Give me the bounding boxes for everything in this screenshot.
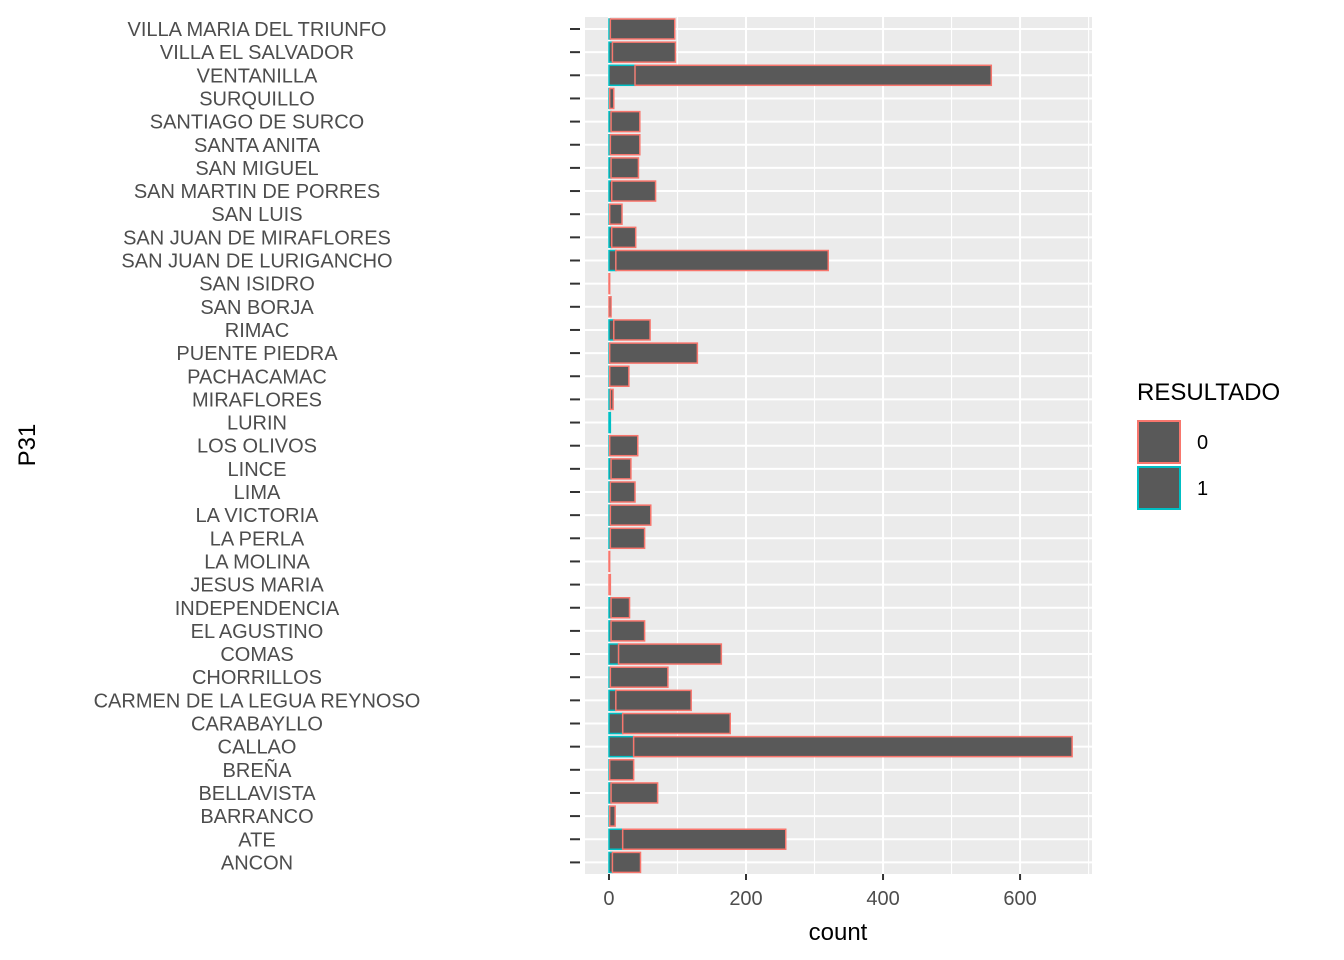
bar-segment-0 xyxy=(615,249,829,272)
bar-segment-0 xyxy=(621,828,787,850)
bar-segment-0 xyxy=(608,550,611,573)
category-label: SAN JUAN DE LURIGANCHO xyxy=(121,251,392,273)
bar-segment-0 xyxy=(608,365,630,387)
category-label: ATE xyxy=(238,829,275,851)
x-tick-label: 600 xyxy=(1003,888,1036,910)
category-label: ANCON xyxy=(221,852,293,874)
x-tick-label: 400 xyxy=(866,888,899,910)
category-label: EL AGUSTINO xyxy=(191,621,324,643)
category-label: LA PERLA xyxy=(210,528,305,550)
bar-segment-0 xyxy=(609,134,641,156)
x-tick-label: 200 xyxy=(729,888,762,910)
category-label: CARMEN DE LA LEGUA REYNOSO xyxy=(94,690,421,712)
category-label: JESUS MARIA xyxy=(190,575,324,597)
bar-segment-0 xyxy=(608,203,623,225)
category-label: SAN BORJA xyxy=(200,297,314,319)
category-label: LIMA xyxy=(234,482,281,504)
bar-segment-0 xyxy=(610,180,657,202)
bar-segment-0 xyxy=(610,157,640,179)
bar-segment-0 xyxy=(610,458,632,480)
category-label: SANTIAGO DE SURCO xyxy=(150,112,364,134)
category-label: LOS OLIVOS xyxy=(197,436,317,458)
bar-segment-0 xyxy=(610,597,631,619)
category-label: CHORRILLOS xyxy=(192,667,322,689)
legend-title: RESULTADO xyxy=(1137,379,1280,406)
category-label: SAN JUAN DE MIRAFLORES xyxy=(123,227,391,249)
legend-key-0 xyxy=(1137,420,1181,464)
bar-segment-0 xyxy=(610,782,659,804)
bar-segment-0 xyxy=(610,226,637,249)
bar-segment-0 xyxy=(609,666,669,688)
bar-segment-1 xyxy=(608,64,636,87)
category-label: SAN MARTIN DE PORRES xyxy=(134,181,380,203)
category-label: MIRAFLORES xyxy=(192,389,322,411)
category-label: PACHACAMAC xyxy=(187,366,327,388)
bar-segment-0 xyxy=(608,296,612,318)
bar-segment-0 xyxy=(609,527,646,550)
bar-segment-0 xyxy=(611,851,642,874)
category-label: CALLAO xyxy=(218,737,297,759)
bar-segment-0 xyxy=(608,342,699,364)
bar-segment-0 xyxy=(609,388,614,411)
bar-segment-0 xyxy=(608,573,612,596)
category-label: LINCE xyxy=(228,459,287,481)
bar-segment-0 xyxy=(609,504,652,526)
y-axis-title: P31 xyxy=(14,424,41,467)
bar-segment-0 xyxy=(610,620,646,642)
x-tick-label: 0 xyxy=(603,888,614,910)
bar-segment-0 xyxy=(608,272,611,295)
category-label: BREÑA xyxy=(223,758,293,782)
bar-segment-0 xyxy=(609,481,636,503)
bar-segment-1 xyxy=(608,712,624,735)
category-label: BELLAVISTA xyxy=(198,783,316,805)
bar-segment-0 xyxy=(632,735,1073,758)
category-label: INDEPENDENCIA xyxy=(175,598,340,620)
bar-segment-1 xyxy=(608,828,624,850)
bar-segment-0 xyxy=(608,805,616,827)
bar-segment-0 xyxy=(613,319,651,341)
category-label: SANTA ANITA xyxy=(194,135,321,157)
category-label: PUENTE PIEDRA xyxy=(176,343,338,365)
bar-segment-0 xyxy=(609,18,676,40)
category-label: BARRANCO xyxy=(200,806,313,828)
category-label: VENTANILLA xyxy=(197,65,318,87)
bar-segment-0 xyxy=(608,434,639,457)
category-label: SAN ISIDRO xyxy=(199,274,315,296)
legend-key-1 xyxy=(1137,466,1181,510)
category-label: SAN LUIS xyxy=(211,204,302,226)
bar-segment-0 xyxy=(615,689,692,712)
bar-segment-0 xyxy=(610,110,641,133)
bar-segment-1 xyxy=(608,249,617,272)
bar-segment-1 xyxy=(608,735,635,758)
category-label: CARABAYLLO xyxy=(191,714,323,736)
category-label: LA MOLINA xyxy=(204,551,310,573)
category-label: VILLA EL SALVADOR xyxy=(160,42,354,64)
bar-segment-0 xyxy=(608,759,635,781)
category-label: SURQUILLO xyxy=(199,88,315,110)
legend-label-0: 0 xyxy=(1197,432,1208,454)
bar-segment-0 xyxy=(611,41,677,63)
bars xyxy=(608,18,1073,874)
x-axis-title: count xyxy=(809,919,868,946)
legend: RESULTADO 0 1 xyxy=(1137,379,1280,510)
legend-label-1: 1 xyxy=(1197,478,1208,500)
category-label: COMAS xyxy=(220,644,293,666)
bar-segment-1 xyxy=(608,689,617,712)
category-label: RIMAC xyxy=(225,320,289,342)
bar-segment-0 xyxy=(617,643,723,665)
category-label: SAN MIGUEL xyxy=(195,158,318,180)
category-label: VILLA MARIA DEL TRIUNFO xyxy=(128,19,387,41)
bar-segment-1 xyxy=(608,411,612,434)
x-axis-ticks: 0 200 400 600 xyxy=(603,874,1037,910)
bar-segment-0 xyxy=(608,87,615,110)
bar-segment-0 xyxy=(634,64,993,87)
category-label: LA VICTORIA xyxy=(195,505,319,527)
bar-segment-1 xyxy=(608,643,620,665)
bar-segment-0 xyxy=(621,712,731,735)
category-label: LURIN xyxy=(227,413,287,435)
